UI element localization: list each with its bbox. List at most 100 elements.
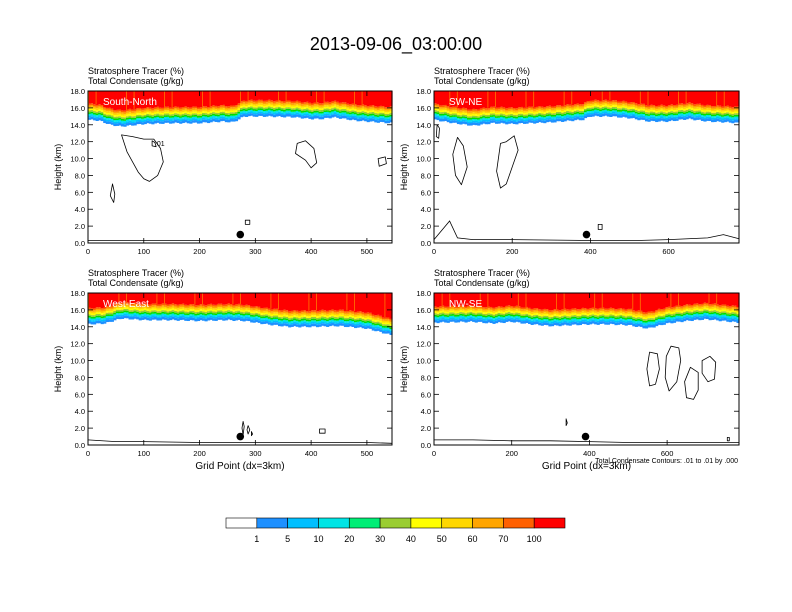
tracer-cell bbox=[444, 314, 448, 317]
tracer-cell bbox=[586, 315, 590, 318]
tracer-cell bbox=[601, 309, 605, 311]
tracer-cell bbox=[384, 107, 388, 109]
tracer-cell bbox=[161, 306, 165, 309]
tracer-cell bbox=[158, 116, 163, 118]
tracer-shading bbox=[88, 293, 393, 335]
tracer-cell bbox=[533, 114, 537, 117]
tracer-cell bbox=[614, 319, 618, 321]
tracer-cell bbox=[482, 293, 486, 308]
tracer-cell bbox=[280, 102, 284, 105]
tracer-cell bbox=[288, 319, 292, 322]
tracer-cell bbox=[184, 314, 188, 317]
tracer-cell bbox=[250, 306, 254, 309]
tracer-cell bbox=[384, 327, 388, 330]
tracer-cell bbox=[474, 309, 478, 312]
tracer-cell bbox=[599, 106, 603, 108]
tracer-cell bbox=[469, 109, 473, 112]
tracer-cell bbox=[672, 105, 677, 107]
tracer-cell bbox=[535, 318, 539, 320]
tracer-cell bbox=[660, 113, 664, 115]
tracer-cell bbox=[439, 112, 443, 114]
tracer-cell bbox=[434, 318, 438, 320]
tracer-cell bbox=[512, 91, 516, 109]
tracer-cell bbox=[441, 309, 445, 311]
tracer-cell bbox=[389, 118, 393, 120]
tracer-cell bbox=[728, 108, 732, 110]
tracer-cell bbox=[566, 311, 570, 313]
tracer-cell bbox=[726, 110, 730, 113]
tracer-cell bbox=[250, 309, 254, 312]
tracer-cell bbox=[500, 118, 504, 121]
tracer-cell bbox=[184, 106, 188, 109]
tracer-cell bbox=[675, 108, 679, 110]
tracer-cell bbox=[723, 117, 727, 120]
tracer-cell bbox=[472, 293, 476, 306]
tracer-cell bbox=[128, 91, 132, 109]
tracer-cell bbox=[472, 120, 476, 123]
tracer-cell bbox=[318, 317, 322, 320]
tracer-cell bbox=[698, 113, 702, 116]
tracer-cell bbox=[474, 316, 478, 319]
tracer-cell bbox=[305, 314, 309, 317]
tracer-cell bbox=[174, 293, 178, 305]
tracer-cell bbox=[583, 308, 588, 310]
tracer-cell bbox=[683, 315, 687, 317]
tracer-cell bbox=[113, 307, 117, 310]
tracer-cell bbox=[348, 117, 353, 121]
tracer-cell bbox=[688, 112, 692, 115]
tracer-cell bbox=[323, 316, 327, 319]
tracer-cell bbox=[469, 313, 473, 316]
tracer-cell bbox=[726, 314, 730, 316]
tracer-cell bbox=[464, 306, 468, 309]
tracer-cell bbox=[512, 316, 516, 319]
tracer-cell bbox=[123, 313, 127, 316]
tracer-cell bbox=[202, 313, 206, 315]
tracer-cell bbox=[278, 323, 282, 327]
tracer-cell bbox=[222, 318, 226, 321]
tracer-cell bbox=[381, 324, 385, 326]
tracer-cell bbox=[500, 293, 504, 307]
tracer-cell bbox=[171, 310, 175, 312]
tracer-cell bbox=[655, 323, 659, 327]
tracer-cell bbox=[581, 117, 585, 121]
tracer-cell bbox=[316, 110, 320, 113]
tracer-cell bbox=[672, 113, 677, 116]
tracer-cell bbox=[705, 104, 710, 107]
tracer-cell bbox=[609, 311, 613, 313]
tracer-cell bbox=[545, 107, 549, 110]
tracer-cell bbox=[321, 311, 325, 314]
tracer-cell bbox=[495, 117, 499, 120]
tracer-cell bbox=[194, 308, 198, 311]
tracer-cell bbox=[179, 114, 183, 117]
tracer-cell bbox=[482, 312, 486, 314]
tracer-cell bbox=[469, 315, 473, 317]
tracer-cell bbox=[456, 311, 461, 314]
tracer-cell bbox=[525, 320, 529, 324]
tracer-cell bbox=[599, 91, 603, 101]
tracer-cell bbox=[153, 117, 157, 120]
tracer-cell bbox=[652, 118, 656, 122]
tracer-cell bbox=[495, 318, 499, 321]
tracer-cell bbox=[343, 293, 347, 311]
tracer-cell bbox=[540, 316, 544, 319]
tracer-cell bbox=[176, 108, 180, 111]
tracer-cell bbox=[247, 111, 251, 114]
tracer-cell bbox=[566, 316, 570, 318]
tracer-cell bbox=[115, 313, 119, 315]
condensate-contour bbox=[121, 134, 164, 182]
tracer-cell bbox=[252, 293, 256, 307]
tracer-cell bbox=[721, 108, 725, 111]
tracer-cell bbox=[718, 310, 722, 312]
tracer-cell bbox=[459, 111, 463, 114]
tracer-cell bbox=[338, 109, 342, 112]
tracer-cell bbox=[333, 315, 337, 318]
tracer-cell bbox=[240, 114, 244, 118]
tracer-cell bbox=[525, 312, 529, 314]
tracer-cell bbox=[128, 108, 132, 111]
tracer-cell bbox=[204, 108, 208, 110]
tracer-cell bbox=[105, 307, 109, 310]
tracer-cell bbox=[512, 113, 516, 115]
tracer-cell bbox=[374, 118, 378, 120]
tracer-cell bbox=[678, 312, 682, 315]
